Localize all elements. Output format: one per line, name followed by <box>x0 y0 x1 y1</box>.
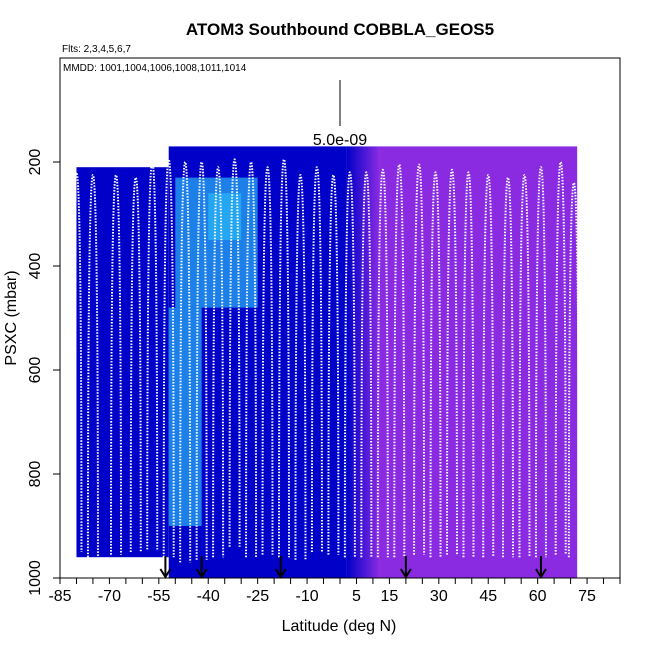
x-tick-label-8: 30 <box>430 588 448 605</box>
flight-profile-23 <box>462 171 475 558</box>
flight-profile-13 <box>294 173 307 560</box>
flight-profile-11 <box>261 166 274 555</box>
flight-profile-9 <box>228 158 241 547</box>
heatmap-region-3 <box>346 146 380 578</box>
heatmap-region-7 <box>208 193 242 240</box>
flight-profile-17 <box>360 171 373 558</box>
x-tick-label-2: -55 <box>147 588 170 605</box>
x-tick-label-6: 5 <box>352 588 361 605</box>
arrow-1 <box>195 556 208 579</box>
x-tick-label-7: 15 <box>381 588 399 605</box>
flights-note: Flts: 2,3,4,5,6,7 <box>62 44 131 55</box>
x-tick-label-9: 45 <box>479 588 497 605</box>
flight-profile-18 <box>376 168 389 558</box>
heatmap-regions <box>76 146 578 578</box>
flight-profile-21 <box>429 171 442 558</box>
x-tick-label-10: 60 <box>529 588 547 605</box>
y-tick-label-4: 1000 <box>27 560 44 596</box>
arrow-2 <box>274 556 287 579</box>
y-axis: 200 400 600 800 1000 <box>27 149 60 596</box>
flight-profile-0 <box>70 171 83 553</box>
flight-profile-15 <box>327 173 340 555</box>
flight-profile-25 <box>502 176 514 558</box>
flight-profile-1 <box>86 173 99 558</box>
flight-profile-22 <box>446 168 458 555</box>
x-axis: -85 -70 -55 -40 -25 -10 5 15 30 45 60 75 <box>48 578 621 605</box>
y-tick-label-2: 600 <box>27 357 44 384</box>
arrow-3 <box>400 556 412 579</box>
x-tick-label-3: -40 <box>197 588 220 605</box>
arrow-0 <box>159 556 172 579</box>
flight-profile-4 <box>146 160 159 550</box>
x-tick-label-11: 75 <box>578 588 596 605</box>
flight-profile-8 <box>212 166 225 558</box>
flight-profile-2 <box>110 173 122 555</box>
flight-profiles <box>70 158 580 563</box>
x-tick-label-5: -10 <box>295 588 318 605</box>
arrow-head-2 <box>274 568 287 579</box>
y-tick-label-0: 200 <box>27 149 44 176</box>
arrow-head-0 <box>159 568 172 579</box>
flight-profile-26 <box>518 173 531 558</box>
x-tick-label-0: -85 <box>48 588 71 605</box>
flight-profile-7 <box>195 160 208 560</box>
flight-profile-5 <box>162 158 175 558</box>
arrows <box>159 556 547 579</box>
y-axis-title: PSXC (mbar) <box>3 270 20 365</box>
flight-profile-12 <box>278 158 290 558</box>
flight-profile-16 <box>343 171 356 558</box>
x-axis-title: Latitude (deg N) <box>282 618 397 635</box>
flight-profile-28 <box>554 160 567 555</box>
chart-title: ATOM3 Southbound COBBLA_GEOS5 <box>186 20 494 39</box>
flight-profile-19 <box>393 163 406 558</box>
x-tick-label-1: -70 <box>98 588 121 605</box>
heatmap-region-0 <box>76 167 169 558</box>
flight-profile-27 <box>534 166 547 558</box>
flight-profile-6 <box>179 160 192 563</box>
flight-profile-20 <box>413 163 426 555</box>
x-tick-label-4: -25 <box>246 588 269 605</box>
heatmap-region-4 <box>379 146 578 578</box>
arrow-head-3 <box>400 568 412 579</box>
y-tick-label-1: 400 <box>27 253 44 280</box>
flight-profile-24 <box>482 173 495 558</box>
flight-profile-14 <box>310 166 323 553</box>
y-tick-label-3: 800 <box>27 461 44 488</box>
arrow-4 <box>535 556 547 579</box>
scale-bar-label: 5.0e-09 <box>313 132 367 149</box>
arrow-head-1 <box>195 568 208 579</box>
arrow-head-4 <box>535 568 547 579</box>
dates-note: MMDD: 1001,1004,1006,1008,1011,1014 <box>63 63 247 74</box>
